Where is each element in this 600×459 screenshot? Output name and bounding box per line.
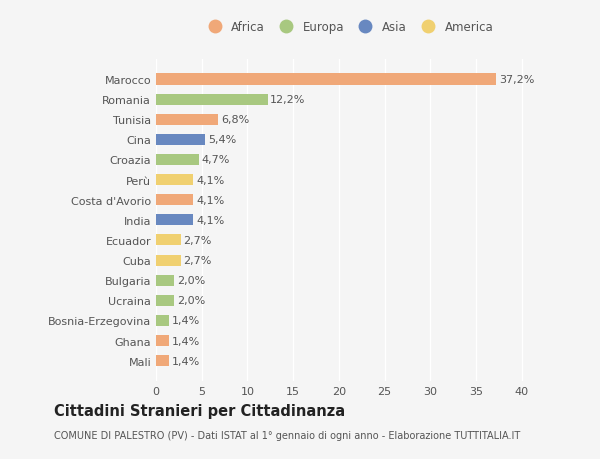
Bar (156, 174, 193, 186)
Text: 2,0%: 2,0% (177, 296, 205, 306)
Text: 1,4%: 1,4% (172, 356, 200, 366)
Bar (156, 315, 169, 326)
Text: 37,2%: 37,2% (499, 75, 534, 85)
Bar (156, 114, 218, 125)
Text: 4,7%: 4,7% (202, 155, 230, 165)
Text: 1,4%: 1,4% (172, 336, 200, 346)
Text: 5,4%: 5,4% (208, 135, 236, 145)
Text: Cittadini Stranieri per Cittadinanza: Cittadini Stranieri per Cittadinanza (54, 403, 345, 419)
Bar (156, 195, 193, 206)
Bar (156, 275, 174, 286)
Text: 1,4%: 1,4% (172, 316, 200, 326)
Bar (156, 215, 193, 226)
Text: 4,1%: 4,1% (196, 215, 224, 225)
Bar (156, 95, 268, 106)
Bar (156, 134, 205, 146)
Text: 2,0%: 2,0% (177, 275, 205, 285)
Text: 6,8%: 6,8% (221, 115, 249, 125)
Text: 12,2%: 12,2% (270, 95, 305, 105)
Bar (156, 335, 169, 346)
Bar (156, 74, 496, 85)
Bar (156, 155, 199, 166)
Legend: Africa, Europa, Asia, America: Africa, Europa, Asia, America (199, 17, 497, 37)
Text: 2,7%: 2,7% (184, 235, 212, 246)
Text: 2,7%: 2,7% (184, 256, 212, 265)
Bar (156, 255, 181, 266)
Bar (156, 235, 181, 246)
Bar (156, 295, 174, 306)
Bar (156, 355, 169, 366)
Text: 4,1%: 4,1% (196, 195, 224, 205)
Text: 4,1%: 4,1% (196, 175, 224, 185)
Text: COMUNE DI PALESTRO (PV) - Dati ISTAT al 1° gennaio di ogni anno - Elaborazione T: COMUNE DI PALESTRO (PV) - Dati ISTAT al … (54, 431, 520, 440)
